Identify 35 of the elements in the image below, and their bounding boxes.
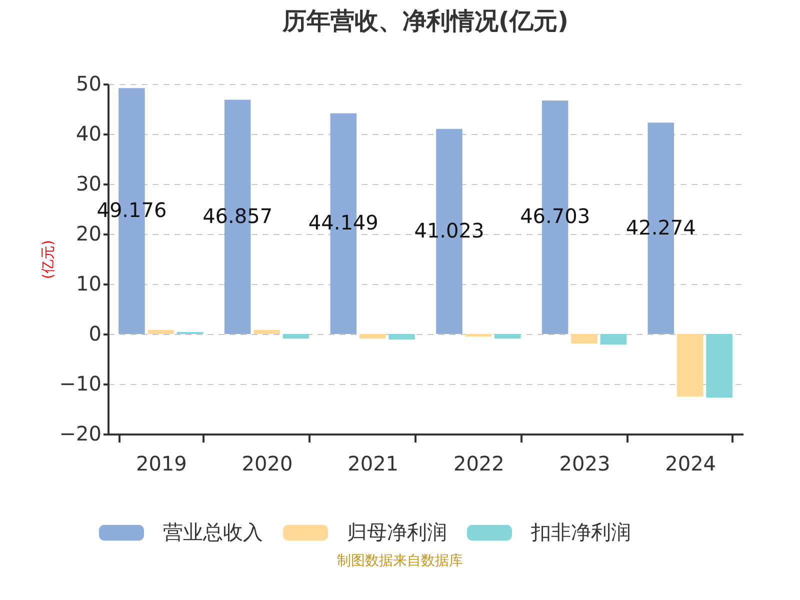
bar [282,334,310,338]
x-tick-label: 2023 [559,452,610,476]
legend-label: 归母净利润 [347,520,447,544]
y-tick-label: 40 [76,122,102,146]
x-tick-label: 2020 [242,452,293,476]
y-tick-label: −20 [59,422,102,446]
bar [600,334,627,344]
data-label: 42.274 [626,215,696,240]
bar [706,334,732,398]
bar [254,330,280,334]
legend-label: 营业总收入 [163,520,263,544]
data-label: 46.857 [202,204,273,228]
data-label: 44.149 [308,210,378,235]
bar [571,334,598,344]
bar [494,334,521,338]
x-tick-label: 2019 [136,452,187,476]
data-label: 46.703 [520,204,590,228]
text: 制图数据来自数据库 [336,552,464,570]
y-tick-label: 0 [88,322,102,346]
bar [676,334,704,396]
bar [359,334,386,338]
y-tick-label: −10 [59,372,102,396]
x-tick-label: 2022 [453,452,504,476]
x-tick-label: 2024 [665,452,716,476]
y-tick-label: 30 [76,172,102,196]
bar [148,330,174,334]
bar [388,334,415,340]
chart-title: 历年营收、净利情况(亿元) [282,7,568,35]
data-label: 41.023 [414,218,484,242]
y-tick-label: 10 [76,272,102,296]
y-tick-label: 50 [76,72,102,96]
x-tick-label: 2021 [348,452,399,476]
legend-label: 扣非净利润 [530,520,631,544]
y-axis-title: (亿元) [40,240,56,279]
y-tick-label: 20 [76,222,102,246]
